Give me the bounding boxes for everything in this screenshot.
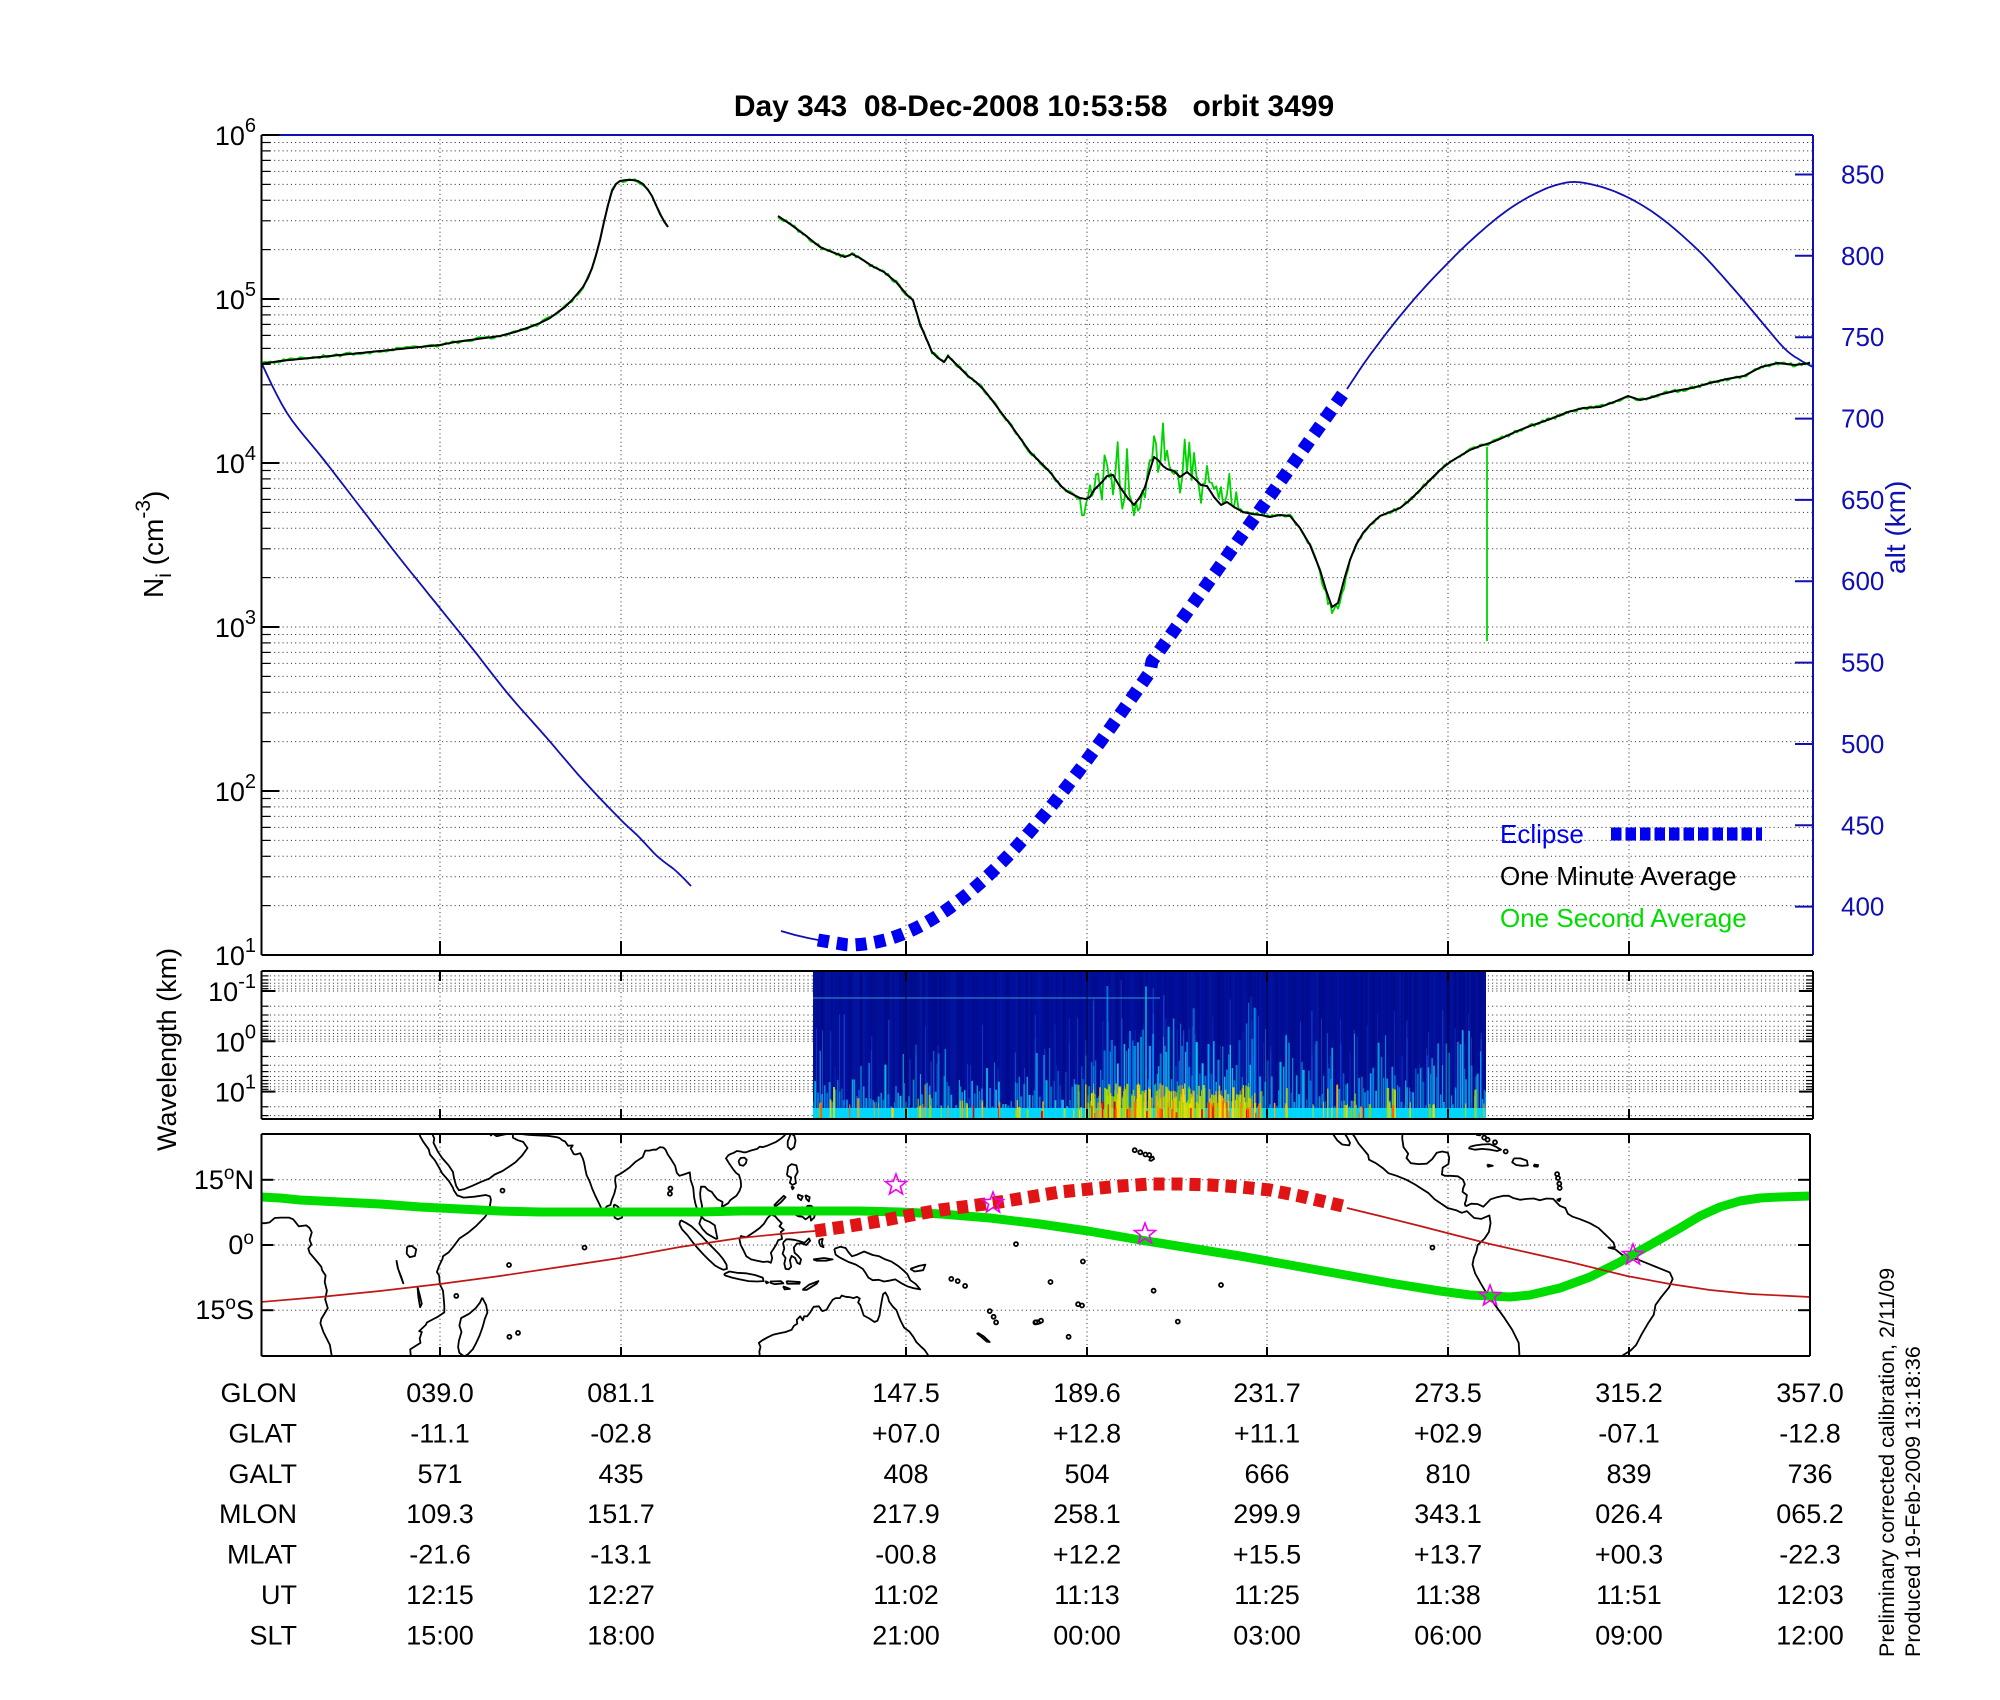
- svg-text:+15.5: +15.5: [1233, 1540, 1301, 1570]
- svg-text:258.1: 258.1: [1053, 1499, 1121, 1529]
- svg-text:504: 504: [1064, 1459, 1109, 1489]
- svg-text:11:25: 11:25: [1234, 1580, 1300, 1610]
- svg-text:065.2: 065.2: [1776, 1499, 1844, 1529]
- svg-text:12:00: 12:00: [1776, 1620, 1844, 1650]
- svg-text:11:02: 11:02: [873, 1580, 939, 1610]
- svg-text:Wavelength (km): Wavelength (km): [152, 948, 182, 1151]
- svg-text:alt (km): alt (km): [1880, 481, 1911, 574]
- svg-text:00:00: 00:00: [1053, 1620, 1121, 1650]
- svg-text:+12.2: +12.2: [1053, 1540, 1121, 1570]
- svg-text:315.2: 315.2: [1595, 1378, 1663, 1408]
- svg-text:357.0: 357.0: [1776, 1378, 1844, 1408]
- svg-text:18:00: 18:00: [587, 1620, 655, 1650]
- svg-text:189.6: 189.6: [1053, 1378, 1121, 1408]
- svg-text:UT: UT: [261, 1580, 297, 1610]
- svg-text:039.0: 039.0: [406, 1378, 474, 1408]
- svg-text:Preliminary corrected calibrat: Preliminary corrected calibration, 2/11/…: [1875, 1268, 1899, 1657]
- svg-text:217.9: 217.9: [872, 1499, 940, 1529]
- svg-text:MLAT: MLAT: [227, 1540, 297, 1570]
- svg-text:151.7: 151.7: [587, 1499, 655, 1529]
- svg-text:06:00: 06:00: [1414, 1620, 1482, 1650]
- svg-text:Eclipse: Eclipse: [1500, 819, 1584, 849]
- svg-text:-00.8: -00.8: [875, 1540, 937, 1570]
- svg-text:Produced 19-Feb-2009 13:18:36: Produced 19-Feb-2009 13:18:36: [1901, 1346, 1925, 1657]
- svg-text:750: 750: [1841, 322, 1884, 352]
- svg-text:147.5: 147.5: [872, 1378, 940, 1408]
- svg-text:03:00: 03:00: [1233, 1620, 1301, 1650]
- svg-text:600: 600: [1841, 566, 1884, 596]
- svg-text:12:27: 12:27: [587, 1580, 655, 1610]
- svg-text:GLAT: GLAT: [228, 1418, 297, 1448]
- svg-text:-22.3: -22.3: [1779, 1540, 1841, 1570]
- svg-text:800: 800: [1841, 241, 1884, 271]
- svg-text:408: 408: [883, 1459, 928, 1489]
- svg-text:273.5: 273.5: [1414, 1378, 1482, 1408]
- svg-text:231.7: 231.7: [1233, 1378, 1301, 1408]
- svg-text:+11.1: +11.1: [1234, 1418, 1300, 1448]
- svg-text:SLT: SLT: [249, 1620, 297, 1650]
- svg-text:11:13: 11:13: [1054, 1580, 1120, 1610]
- svg-text:810: 810: [1425, 1459, 1470, 1489]
- svg-text:+12.8: +12.8: [1053, 1418, 1121, 1448]
- svg-text:+02.9: +02.9: [1414, 1418, 1482, 1448]
- svg-text:839: 839: [1606, 1459, 1651, 1489]
- svg-text:MLON: MLON: [219, 1499, 297, 1529]
- svg-text:650: 650: [1841, 485, 1884, 515]
- svg-text:571: 571: [417, 1459, 462, 1489]
- svg-text:GLON: GLON: [220, 1378, 297, 1408]
- svg-text:15oS: 15oS: [195, 1293, 254, 1325]
- svg-text:+00.3: +00.3: [1595, 1540, 1663, 1570]
- svg-text:-21.6: -21.6: [409, 1540, 471, 1570]
- svg-text:-11.1: -11.1: [410, 1418, 470, 1448]
- svg-text:11:51: 11:51: [1596, 1580, 1662, 1610]
- svg-text:700: 700: [1841, 404, 1884, 434]
- svg-text:12:03: 12:03: [1776, 1580, 1844, 1610]
- svg-text:09:00: 09:00: [1595, 1620, 1663, 1650]
- svg-text:One Minute Average: One Minute Average: [1500, 861, 1737, 891]
- svg-text:736: 736: [1787, 1459, 1832, 1489]
- svg-text:12:15: 12:15: [406, 1580, 474, 1610]
- svg-text:+13.7: +13.7: [1414, 1540, 1482, 1570]
- svg-text:Day 343 08-Dec-2008 10:53:58: Day 343 08-Dec-2008 10:53:58 orbit 3499: [734, 90, 1334, 123]
- svg-text:435: 435: [598, 1459, 643, 1489]
- svg-text:-12.8: -12.8: [1779, 1418, 1841, 1448]
- svg-text:400: 400: [1841, 892, 1884, 922]
- svg-text:GALT: GALT: [228, 1459, 297, 1489]
- svg-text:109.3: 109.3: [406, 1499, 474, 1529]
- svg-text:343.1: 343.1: [1414, 1499, 1482, 1529]
- svg-text:-07.1: -07.1: [1598, 1418, 1660, 1448]
- svg-text:081.1: 081.1: [587, 1378, 655, 1408]
- svg-text:One Second Average: One Second Average: [1500, 903, 1747, 933]
- svg-text:850: 850: [1841, 160, 1884, 190]
- svg-text:102: 102: [215, 771, 256, 807]
- svg-text:026.4: 026.4: [1595, 1499, 1663, 1529]
- svg-text:11:38: 11:38: [1415, 1580, 1481, 1610]
- svg-text:-02.8: -02.8: [590, 1418, 652, 1448]
- svg-text:299.9: 299.9: [1233, 1499, 1301, 1529]
- svg-text:500: 500: [1841, 729, 1884, 759]
- svg-text:+07.0: +07.0: [872, 1418, 940, 1448]
- svg-text:-13.1: -13.1: [590, 1540, 652, 1570]
- svg-text:15:00: 15:00: [406, 1620, 474, 1650]
- svg-text:450: 450: [1841, 810, 1884, 840]
- svg-text:21:00: 21:00: [872, 1620, 940, 1650]
- svg-text:550: 550: [1841, 648, 1884, 678]
- svg-text:666: 666: [1244, 1459, 1289, 1489]
